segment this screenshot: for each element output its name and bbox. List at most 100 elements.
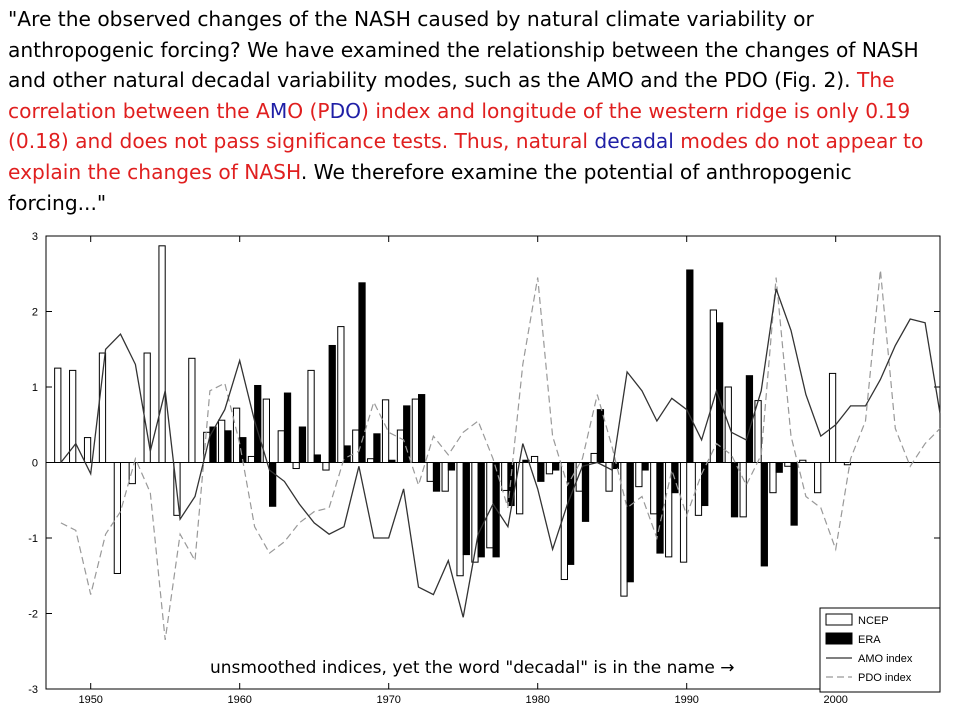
ncep-bar bbox=[232, 407, 241, 463]
y-tick-label: 2 bbox=[32, 307, 38, 319]
ncep-bar bbox=[426, 462, 434, 482]
x-tick-label: 1970 bbox=[376, 694, 400, 706]
ncep-bar bbox=[694, 462, 703, 516]
era-bar bbox=[313, 454, 321, 463]
era-bar bbox=[358, 282, 366, 464]
ncep-bar bbox=[54, 367, 62, 463]
era-bar bbox=[343, 445, 351, 463]
era-bar bbox=[432, 462, 441, 492]
ncep-bar bbox=[441, 462, 449, 492]
x-tick-label: 1960 bbox=[227, 694, 251, 706]
era-bar bbox=[790, 462, 798, 526]
y-tick-label: -2 bbox=[28, 609, 38, 621]
highlight-red-3: ) index and longitude of the western rid… bbox=[8, 98, 911, 154]
ncep-bar bbox=[292, 462, 300, 470]
era-bar bbox=[730, 462, 739, 518]
legend-label: AMO index bbox=[858, 653, 913, 665]
ncep-bar bbox=[679, 462, 688, 563]
ncep-bar bbox=[650, 462, 658, 515]
highlight-red-1: The correlation between the A bbox=[8, 68, 895, 123]
ncep-bar bbox=[113, 462, 121, 574]
era-bar bbox=[641, 462, 649, 471]
era-bar bbox=[477, 462, 485, 558]
era-bar bbox=[626, 462, 634, 583]
y-tick-label: -3 bbox=[28, 684, 38, 696]
era-bar bbox=[447, 462, 456, 471]
caption-text: unsmoothed indices, yet the word "decada… bbox=[210, 658, 715, 678]
legend-label: PDO index bbox=[858, 672, 912, 684]
era-bar bbox=[283, 392, 292, 463]
ncep-bar bbox=[635, 462, 643, 488]
ncep-bar bbox=[709, 309, 718, 463]
era-bar bbox=[596, 409, 605, 463]
ncep-bar bbox=[218, 419, 226, 463]
x-tick-label: 1980 bbox=[525, 694, 549, 706]
highlight-red-4: modes do not appear to explain the chang… bbox=[8, 129, 924, 184]
ncep-bar bbox=[605, 462, 613, 492]
ncep-bar bbox=[620, 462, 628, 597]
x-tick-label: 1990 bbox=[674, 694, 698, 706]
ncep-bar bbox=[83, 437, 92, 464]
ncep-bar bbox=[337, 326, 345, 463]
caption: unsmoothed indices, yet the word "decada… bbox=[210, 658, 734, 678]
era-bar bbox=[328, 344, 336, 463]
ncep-bar bbox=[530, 455, 539, 464]
era-bar bbox=[209, 426, 217, 463]
quote-text: "Are the observed changes of the NASH ca… bbox=[8, 4, 954, 218]
legend-label: ERA bbox=[858, 634, 881, 646]
era-bar bbox=[418, 394, 426, 463]
era-bar bbox=[671, 462, 679, 494]
era-bar bbox=[686, 269, 694, 463]
era-bar bbox=[537, 462, 545, 482]
quote-outro: . We therefore examine the potential of … bbox=[8, 159, 852, 215]
highlight-red-2: O (P bbox=[287, 98, 330, 123]
era-bar bbox=[462, 462, 470, 556]
ncep-bar bbox=[828, 372, 837, 463]
ncep-bar bbox=[396, 429, 405, 464]
ncep-bar bbox=[307, 369, 315, 463]
y-tick-label: -1 bbox=[28, 533, 38, 545]
ncep-bar bbox=[352, 429, 360, 464]
ncep-bar bbox=[128, 462, 136, 485]
era-bar bbox=[224, 430, 232, 463]
era-bar bbox=[254, 384, 262, 464]
ncep-bar bbox=[784, 462, 792, 467]
ncep-bar bbox=[814, 462, 822, 494]
ncep-bar bbox=[575, 462, 583, 492]
ncep-bar bbox=[98, 352, 107, 463]
era-bar bbox=[701, 462, 709, 507]
ncep-bar bbox=[843, 462, 852, 466]
era-bar bbox=[552, 462, 560, 471]
ncep-bar bbox=[322, 462, 330, 471]
ncep-bar bbox=[188, 357, 196, 463]
era-bar bbox=[269, 462, 277, 507]
era-bar bbox=[298, 426, 307, 463]
ncep-bar bbox=[799, 459, 807, 464]
era-bar bbox=[388, 459, 396, 464]
ncep-bar bbox=[456, 462, 464, 577]
ncep-bar bbox=[381, 399, 390, 464]
x-tick-label: 1950 bbox=[78, 694, 102, 706]
ncep-bar bbox=[501, 462, 509, 491]
ncep-bar bbox=[590, 452, 598, 464]
ncep-bar bbox=[739, 462, 747, 518]
chart: -3 -2 -1 0 1 2 3 1950 1960 1970 1980 1990 2000 NCEP ER… bbox=[28, 231, 941, 706]
y-tick-label: 0 bbox=[32, 458, 38, 470]
highlight-blue-2: DO bbox=[329, 98, 362, 123]
legend-swatch bbox=[825, 613, 853, 626]
ncep-bar bbox=[247, 455, 256, 464]
y-tick-label: 3 bbox=[32, 231, 38, 243]
era-bar bbox=[567, 462, 575, 565]
ncep-bar bbox=[69, 369, 77, 463]
legend-swatch bbox=[825, 632, 853, 645]
right-arrow-icon: → bbox=[720, 658, 735, 678]
highlight-blue-1: M bbox=[269, 98, 288, 123]
era-bar bbox=[403, 405, 411, 463]
ncep-bar bbox=[471, 462, 479, 563]
pdo-index-line bbox=[60, 269, 941, 640]
ncep-bar bbox=[545, 462, 554, 475]
era-bar bbox=[760, 462, 768, 567]
ncep-bar bbox=[277, 430, 285, 463]
legend-label: NCEP bbox=[858, 615, 889, 627]
amo-index-line bbox=[60, 288, 941, 618]
